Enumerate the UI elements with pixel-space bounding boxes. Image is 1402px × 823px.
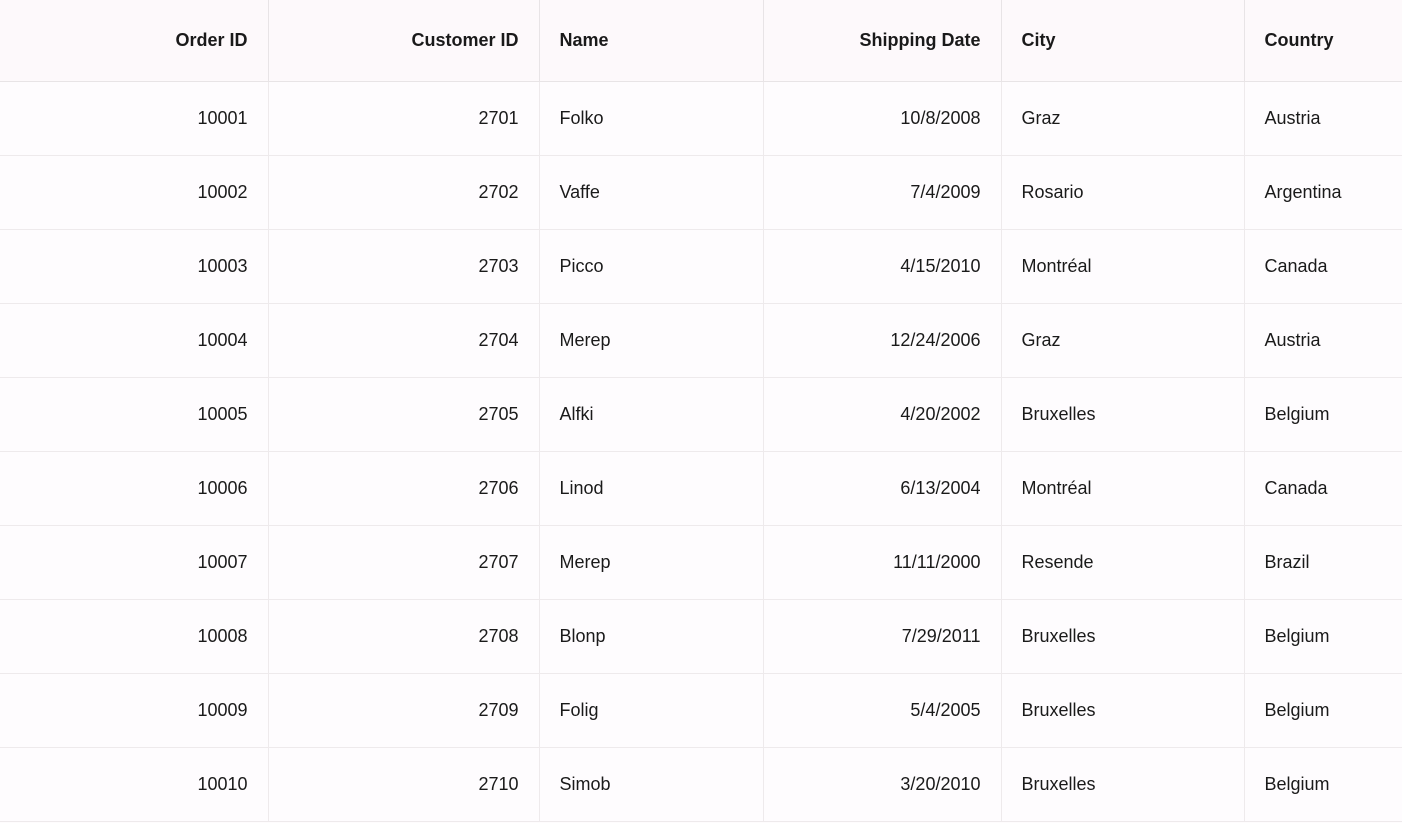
table-row[interactable]: 10004 2704 Merep 12/24/2006 Graz Austria	[0, 304, 1402, 378]
table-row[interactable]: 10003 2703 Picco 4/15/2010 Montréal Cana…	[0, 230, 1402, 304]
table-body: 10001 2701 Folko 10/8/2008 Graz Austria …	[0, 82, 1402, 822]
cell-name: Folig	[539, 674, 763, 748]
cell-orderid: 10003	[0, 230, 268, 304]
cell-city: Bruxelles	[1001, 748, 1244, 822]
cell-shipdate: 7/4/2009	[763, 156, 1001, 230]
cell-name: Vaffe	[539, 156, 763, 230]
cell-customerid: 2703	[268, 230, 539, 304]
cell-orderid: 10008	[0, 600, 268, 674]
table-row[interactable]: 10010 2710 Simob 3/20/2010 Bruxelles Bel…	[0, 748, 1402, 822]
cell-customerid: 2710	[268, 748, 539, 822]
cell-customerid: 2706	[268, 452, 539, 526]
cell-orderid: 10004	[0, 304, 268, 378]
cell-orderid: 10006	[0, 452, 268, 526]
column-header-customerid[interactable]: Customer ID	[268, 0, 539, 82]
cell-country: Belgium	[1244, 674, 1402, 748]
cell-shipdate: 4/20/2002	[763, 378, 1001, 452]
cell-shipdate: 12/24/2006	[763, 304, 1001, 378]
table-row[interactable]: 10009 2709 Folig 5/4/2005 Bruxelles Belg…	[0, 674, 1402, 748]
cell-city: Graz	[1001, 82, 1244, 156]
cell-name: Linod	[539, 452, 763, 526]
cell-name: Blonp	[539, 600, 763, 674]
cell-customerid: 2701	[268, 82, 539, 156]
cell-country: Canada	[1244, 452, 1402, 526]
column-header-country[interactable]: Country	[1244, 0, 1402, 82]
cell-shipdate: 7/29/2011	[763, 600, 1001, 674]
table-row[interactable]: 10008 2708 Blonp 7/29/2011 Bruxelles Bel…	[0, 600, 1402, 674]
orders-table[interactable]: Order ID Customer ID Name Shipping Date …	[0, 0, 1402, 822]
cell-customerid: 2705	[268, 378, 539, 452]
cell-city: Montréal	[1001, 452, 1244, 526]
column-header-city[interactable]: City	[1001, 0, 1244, 82]
cell-city: Bruxelles	[1001, 378, 1244, 452]
cell-orderid: 10001	[0, 82, 268, 156]
cell-customerid: 2707	[268, 526, 539, 600]
cell-shipdate: 5/4/2005	[763, 674, 1001, 748]
cell-shipdate: 11/11/2000	[763, 526, 1001, 600]
cell-shipdate: 3/20/2010	[763, 748, 1001, 822]
cell-name: Merep	[539, 526, 763, 600]
table-header-row: Order ID Customer ID Name Shipping Date …	[0, 0, 1402, 82]
cell-country: Belgium	[1244, 748, 1402, 822]
cell-orderid: 10007	[0, 526, 268, 600]
cell-country: Belgium	[1244, 600, 1402, 674]
column-header-name[interactable]: Name	[539, 0, 763, 82]
cell-name: Merep	[539, 304, 763, 378]
cell-orderid: 10005	[0, 378, 268, 452]
cell-orderid: 10010	[0, 748, 268, 822]
table-row[interactable]: 10002 2702 Vaffe 7/4/2009 Rosario Argent…	[0, 156, 1402, 230]
column-header-orderid[interactable]: Order ID	[0, 0, 268, 82]
cell-country: Canada	[1244, 230, 1402, 304]
cell-country: Belgium	[1244, 378, 1402, 452]
cell-city: Graz	[1001, 304, 1244, 378]
table-row[interactable]: 10001 2701 Folko 10/8/2008 Graz Austria	[0, 82, 1402, 156]
cell-city: Bruxelles	[1001, 600, 1244, 674]
cell-city: Montréal	[1001, 230, 1244, 304]
cell-country: Brazil	[1244, 526, 1402, 600]
cell-orderid: 10009	[0, 674, 268, 748]
cell-country: Austria	[1244, 82, 1402, 156]
cell-country: Austria	[1244, 304, 1402, 378]
cell-name: Picco	[539, 230, 763, 304]
cell-country: Argentina	[1244, 156, 1402, 230]
cell-customerid: 2704	[268, 304, 539, 378]
cell-customerid: 2709	[268, 674, 539, 748]
cell-city: Rosario	[1001, 156, 1244, 230]
cell-name: Alfki	[539, 378, 763, 452]
cell-city: Resende	[1001, 526, 1244, 600]
table-row[interactable]: 10007 2707 Merep 11/11/2000 Resende Braz…	[0, 526, 1402, 600]
cell-customerid: 2702	[268, 156, 539, 230]
cell-shipdate: 4/15/2010	[763, 230, 1001, 304]
column-header-shipdate[interactable]: Shipping Date	[763, 0, 1001, 82]
cell-name: Folko	[539, 82, 763, 156]
cell-name: Simob	[539, 748, 763, 822]
cell-customerid: 2708	[268, 600, 539, 674]
cell-city: Bruxelles	[1001, 674, 1244, 748]
table-row[interactable]: 10005 2705 Alfki 4/20/2002 Bruxelles Bel…	[0, 378, 1402, 452]
table-row[interactable]: 10006 2706 Linod 6/13/2004 Montréal Cana…	[0, 452, 1402, 526]
cell-orderid: 10002	[0, 156, 268, 230]
cell-shipdate: 10/8/2008	[763, 82, 1001, 156]
cell-shipdate: 6/13/2004	[763, 452, 1001, 526]
